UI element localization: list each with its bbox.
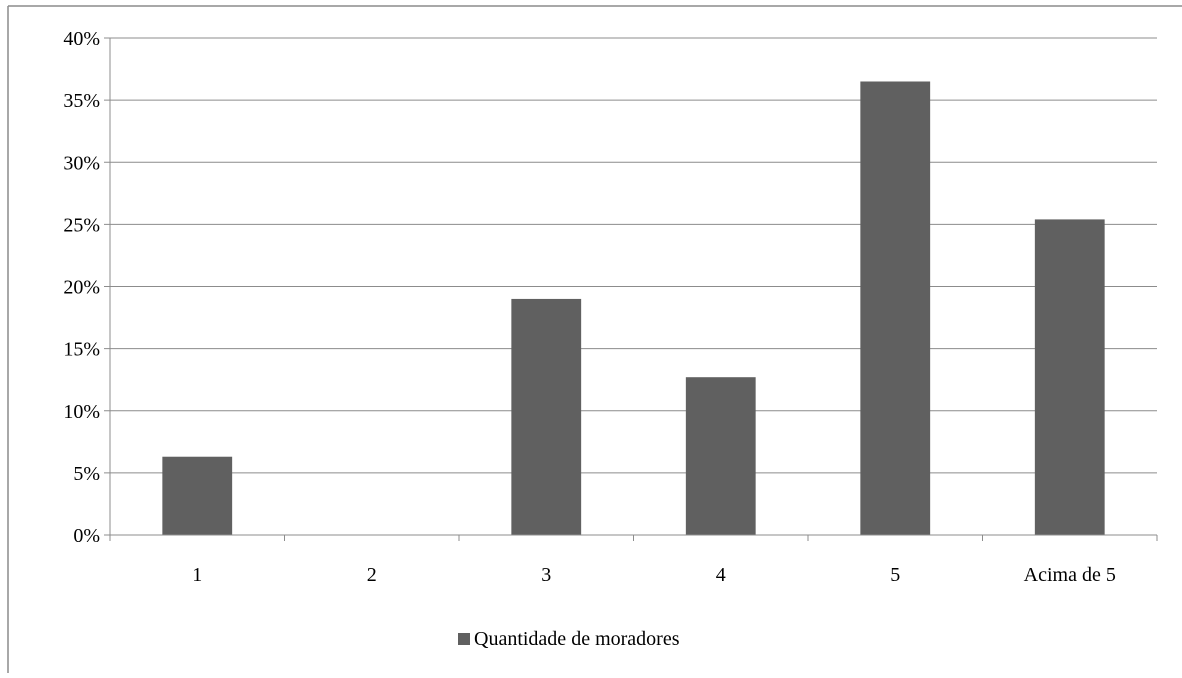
y-tick-label: 25% bbox=[63, 214, 100, 236]
legend-label: Quantidade de moradores bbox=[474, 628, 680, 650]
x-tick-labels: 1 2 3 4 5 Acima de 5 bbox=[192, 564, 1116, 586]
y-tick-label: 0% bbox=[73, 525, 100, 547]
legend: Quantidade de moradores bbox=[458, 628, 680, 650]
y-tick-label: 40% bbox=[63, 28, 100, 50]
y-tick-label: 15% bbox=[63, 339, 100, 361]
x-tick-label: 5 bbox=[890, 564, 900, 586]
bars bbox=[162, 81, 1105, 536]
legend-swatch bbox=[458, 633, 470, 645]
y-tick-labels: 0% 5% 10% 15% 20% 25% 30% 35% 40% bbox=[63, 28, 100, 547]
axes bbox=[104, 37, 1158, 541]
bar bbox=[162, 456, 233, 535]
gridlines bbox=[110, 37, 1157, 474]
y-tick-label: 10% bbox=[63, 401, 100, 423]
y-tick-label: 30% bbox=[63, 152, 100, 174]
y-tick-label: 20% bbox=[63, 277, 100, 299]
y-tick-label: 35% bbox=[63, 90, 100, 112]
bar bbox=[685, 377, 756, 535]
bar bbox=[860, 81, 931, 536]
x-tick-label: Acima de 5 bbox=[1024, 564, 1116, 586]
bar bbox=[511, 298, 582, 535]
bar bbox=[1034, 219, 1105, 535]
x-tick-label: 2 bbox=[367, 564, 377, 586]
x-tick-label: 3 bbox=[541, 564, 551, 586]
y-tick-label: 5% bbox=[73, 463, 100, 485]
x-tick-label: 1 bbox=[192, 564, 202, 586]
x-tick-label: 4 bbox=[716, 564, 726, 586]
